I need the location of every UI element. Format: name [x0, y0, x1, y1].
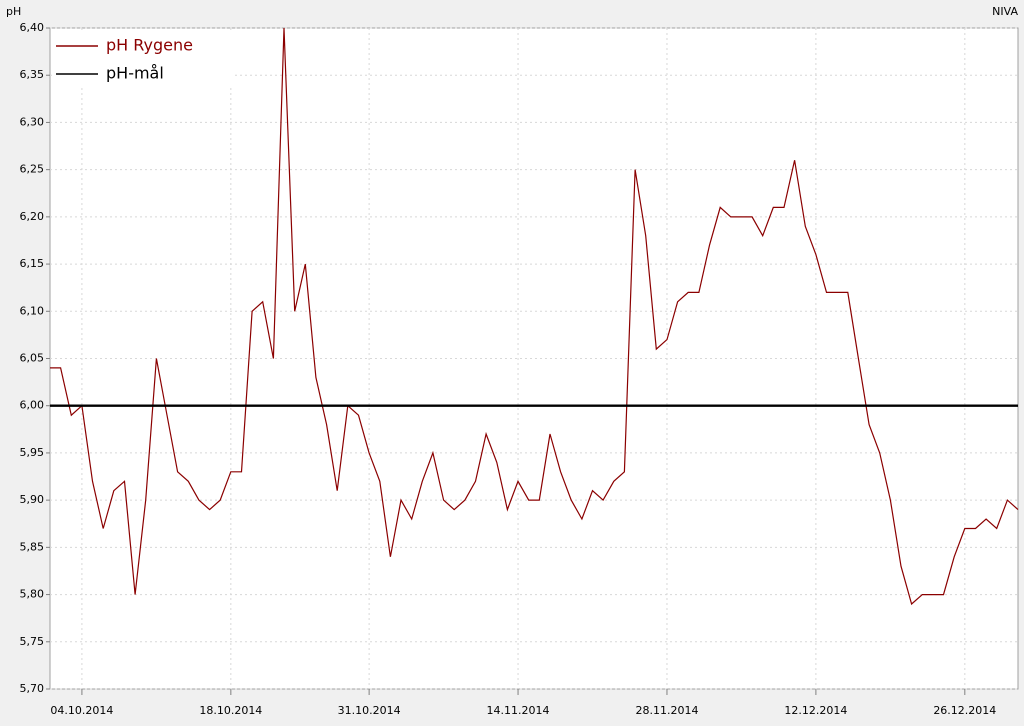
- y-tick-label: 5,85: [20, 540, 45, 553]
- y-tick-label: 6,15: [20, 257, 45, 270]
- legend-label: pH-mål: [106, 64, 164, 83]
- y-tick-label: 6,10: [20, 304, 45, 317]
- source-label: NIVA: [992, 5, 1018, 18]
- y-tick-label: 6,35: [20, 68, 45, 81]
- x-tick-label: 12.12.2014: [784, 704, 847, 717]
- y-tick-label: 6,00: [20, 399, 45, 412]
- x-tick-label: 28.11.2014: [635, 704, 698, 717]
- y-tick-label: 5,80: [20, 588, 45, 601]
- x-tick-label: 31.10.2014: [338, 704, 401, 717]
- y-tick-label: 6,25: [20, 163, 45, 176]
- x-tick-label: 26.12.2014: [933, 704, 996, 717]
- x-tick-label: 04.10.2014: [50, 704, 113, 717]
- data-line: [50, 27, 1019, 606]
- x-tick-label: 18.10.2014: [199, 704, 262, 717]
- legend-box: [52, 30, 232, 88]
- y-tick-label: 6,05: [20, 352, 45, 365]
- y-tick-label: 5,75: [20, 635, 45, 648]
- legend-label: pH Rygene: [106, 36, 193, 55]
- y-tick-label: 5,70: [20, 682, 45, 695]
- y-tick-label: 6,20: [20, 210, 45, 223]
- y-tick-label: 5,95: [20, 446, 45, 459]
- y-tick-label: 6,30: [20, 115, 45, 128]
- y-tick-label: 5,90: [20, 493, 45, 506]
- y-tick-label: 6,40: [20, 21, 45, 34]
- x-tick-label: 14.11.2014: [487, 704, 550, 717]
- y-axis-label: pH: [6, 5, 21, 18]
